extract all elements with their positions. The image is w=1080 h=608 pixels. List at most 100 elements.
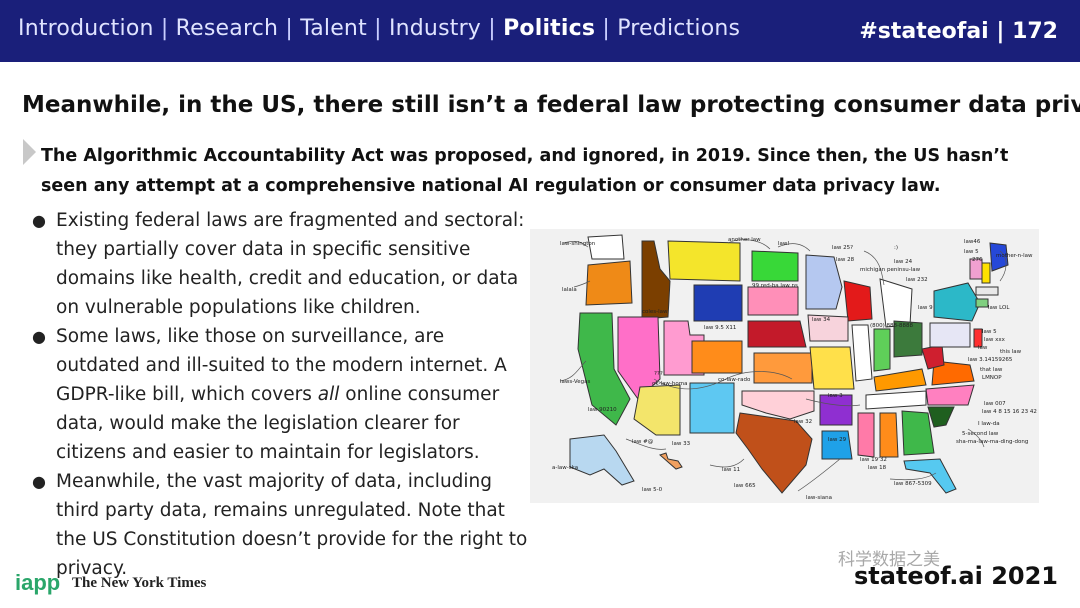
state-shape-nebraska: [747, 320, 807, 348]
map-label: law 5-0: [642, 487, 663, 493]
state-shape-wyoming: [693, 284, 743, 322]
nyt-logo: The New York Times: [72, 575, 207, 591]
map-label: law 32: [794, 419, 812, 425]
map-label: coles-law: [642, 309, 668, 315]
connector-line: [805, 398, 861, 407]
iapp-logo: iapp: [15, 570, 61, 595]
connector-line: [727, 239, 771, 250]
map-label: law 9: [918, 305, 933, 311]
connector-line: [999, 250, 1007, 282]
bullet-text-part: online consumer data, would make the leg…: [56, 384, 500, 463]
connector-line: [797, 458, 841, 492]
state-shape-south-dakota: [747, 286, 799, 316]
watermark-text: 科学数据之美: [838, 550, 940, 570]
connector-line: [863, 250, 885, 286]
state-shape-hawaii: [659, 452, 683, 470]
map-label: law 665: [734, 483, 756, 489]
bullet-item: ● Existing federal laws are fragmented a…: [32, 206, 532, 322]
state-shape-new-hampshire: [981, 262, 991, 284]
state-shape-florida: [903, 458, 957, 494]
state-shape-california: [577, 312, 631, 426]
connector-line: [889, 472, 937, 481]
map-label: law 24: [894, 259, 913, 265]
nav-item-industry[interactable]: Industry: [388, 16, 482, 41]
state-shape-kansas: [753, 352, 813, 384]
map-label: that law: [980, 367, 1003, 373]
map-label: law 3.14159265: [968, 357, 1013, 363]
connector-line: [573, 280, 591, 288]
map-label: law 232: [906, 277, 928, 283]
callout-arrow-icon: [23, 139, 36, 165]
map-label: law 19’32: [860, 457, 887, 463]
map-label: law 90210: [588, 407, 617, 413]
bullet-item: ● Some laws, like those on surveillance,…: [32, 322, 532, 467]
state-shape-louisiana: [821, 430, 853, 460]
state-shape-south-carolina: [927, 406, 955, 428]
connector-line: [653, 378, 727, 390]
map-label: 99 red-ba law ns: [752, 283, 798, 289]
callout-text: The Algorithmic Accountability Act was p…: [41, 146, 1009, 196]
state-shape-ohio: [893, 320, 923, 358]
nav-separator: |: [488, 16, 496, 41]
state-shape-mississippi: [857, 412, 875, 458]
connector-line: [563, 241, 589, 248]
top-bar: Introduction | Research | Talent | Indus…: [0, 0, 1080, 62]
map-label: law 4 8 15 16 23 42: [982, 409, 1037, 415]
map-label: 276: [972, 257, 983, 263]
map-label: law 007: [984, 401, 1006, 407]
connector-line: [777, 243, 811, 252]
map-label: law 28: [836, 257, 855, 263]
nav-item-politics[interactable]: Politics: [503, 16, 596, 41]
map-label: law-shington: [560, 241, 596, 247]
map-label: law: [978, 345, 988, 351]
state-shape-washington: [587, 234, 625, 260]
state-shape-north-carolina: [925, 384, 975, 406]
state-shape-west-virginia: [921, 344, 945, 370]
state-shape-oklahoma: [741, 390, 815, 420]
nav-separator: |: [285, 16, 293, 41]
state-shape-virginia: [931, 360, 975, 386]
us-law-map: law-shington lalala another law law! law…: [530, 229, 1039, 503]
bullet-text-part: Some laws, like those on surveillance, a…: [56, 326, 507, 405]
map-label: ok-law-homa: [652, 381, 688, 387]
state-shape-massachusetts: [975, 286, 999, 296]
connector-line: [967, 428, 985, 448]
nav-item-introduction[interactable]: Introduction: [18, 16, 154, 41]
map-label: sha-ma-law-ma-ding-dong: [956, 439, 1028, 445]
map-label: law 5: [964, 249, 979, 255]
map-label: lalala: [562, 287, 577, 293]
map-label: law 34: [812, 317, 831, 323]
map-label: a-law-ska: [552, 465, 578, 471]
nav-separator: |: [602, 16, 611, 41]
state-shape-kentucky: [873, 368, 927, 392]
connector-line: [559, 360, 587, 382]
map-label: law 867-5309: [894, 481, 932, 487]
bullet-dot-icon: ●: [32, 211, 46, 230]
map-label: michigan peninsu-law: [860, 267, 921, 273]
state-shape-pennsylvania: [929, 322, 971, 348]
nav-item-talent[interactable]: Talent: [300, 16, 367, 41]
section-nav: Introduction | Research | Talent | Indus…: [18, 16, 740, 41]
map-label: law!: [778, 241, 790, 247]
connector-line: [625, 438, 667, 450]
slide-tag: #stateofai | 172: [859, 19, 1058, 44]
map-label: law 18: [868, 465, 887, 471]
state-shape-north-dakota: [751, 250, 799, 282]
state-shape-new-jersey: [973, 328, 983, 348]
nav-item-predictions[interactable]: Predictions: [617, 16, 741, 41]
map-label: law 9.5 X11: [704, 325, 736, 331]
bullet-dot-icon: ●: [32, 472, 46, 491]
map-label: law-siana: [806, 495, 832, 501]
state-shape-montana: [667, 240, 741, 282]
bullet-list: ● Existing federal laws are fragmented a…: [32, 206, 532, 583]
connector-line: [725, 371, 793, 380]
map-label: law 33: [672, 441, 691, 447]
map-label: law 25?: [832, 245, 853, 251]
bullet-dot-icon: ●: [32, 327, 46, 346]
bullet-emphasis: all: [317, 384, 340, 405]
map-label: law46: [964, 239, 981, 245]
state-shape-alaska: [569, 434, 635, 486]
state-shape-new-mexico: [689, 382, 735, 434]
map-label: 5-second law: [962, 431, 999, 437]
nav-item-research[interactable]: Research: [175, 16, 279, 41]
